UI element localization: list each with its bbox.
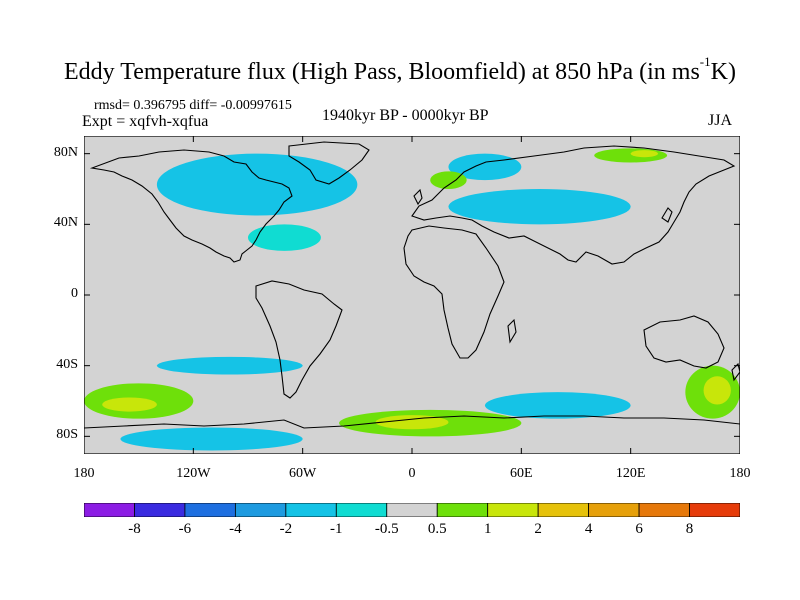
coastline-uk xyxy=(413,188,423,206)
map-plot xyxy=(84,136,740,454)
colorbar-boxes xyxy=(84,503,740,517)
colorbar-swatch xyxy=(436,503,489,517)
colorbar-swatch xyxy=(84,503,135,517)
x-tick-label: 120W xyxy=(176,466,211,481)
contour-region xyxy=(484,392,631,419)
season-label: JJA xyxy=(708,112,733,129)
x-tick-label: 120E xyxy=(615,466,646,481)
contour-region xyxy=(120,427,303,451)
contour-region xyxy=(703,376,731,405)
colorbar-swatch xyxy=(134,503,186,517)
contour-region xyxy=(156,356,303,375)
contour-region xyxy=(102,397,157,412)
coastline-japan xyxy=(661,207,673,223)
colorbar-label: 8 xyxy=(685,521,694,537)
colorbar-swatch xyxy=(638,503,690,517)
x-tick-label: 60E xyxy=(510,466,533,481)
x-tick-label: 60W xyxy=(289,466,317,481)
colorbar-label: -0.5 xyxy=(374,521,399,537)
coastline-madagascar xyxy=(507,318,517,344)
colorbar-swatch xyxy=(689,503,740,517)
colorbar-swatch xyxy=(386,503,438,517)
colorbar-swatch xyxy=(234,503,287,517)
coastline-north-america xyxy=(89,149,293,263)
coastline-greenland xyxy=(288,141,370,185)
title-suffix: K) xyxy=(710,59,736,85)
colorbar-swatch xyxy=(184,503,236,517)
y-tick-label: 0 xyxy=(71,286,78,301)
title-superscript: -1 xyxy=(699,54,711,69)
colorbar-label: 4 xyxy=(584,521,593,537)
field-layer xyxy=(84,148,740,451)
contour-region xyxy=(248,224,321,251)
colorbar-label: -2 xyxy=(279,521,293,537)
period-label: 1940kyr BP - 0000kyr BP xyxy=(322,107,489,124)
title-main-text: Eddy Temperature flux (High Pass, Bloomf… xyxy=(64,59,700,85)
colorbar-label: -4 xyxy=(229,521,242,537)
coastline-australia xyxy=(643,315,725,369)
colorbar-label: 2 xyxy=(534,521,542,537)
axis-ticks xyxy=(84,136,740,454)
colorbar-label: -1 xyxy=(330,521,343,537)
colorbar-label: 0.5 xyxy=(427,521,447,537)
colorbar-swatch xyxy=(588,503,640,517)
y-tick-label: 40S xyxy=(56,356,78,372)
coastline-africa xyxy=(403,225,505,359)
y-tick-label: 40N xyxy=(53,215,78,231)
colorbar xyxy=(84,503,740,517)
x-tick-label: 180 xyxy=(729,466,751,481)
colorbar-swatch xyxy=(335,503,388,517)
colorbar-label: 1 xyxy=(483,521,492,537)
contour-region xyxy=(594,148,668,163)
contour-region xyxy=(630,150,658,158)
contour-region xyxy=(375,415,449,430)
colorbar-label: 6 xyxy=(635,521,643,537)
colorbar-swatch xyxy=(537,503,590,517)
colorbar-label: -8 xyxy=(128,521,141,537)
y-tick-label: 80S xyxy=(56,427,78,443)
coastline-antarctica xyxy=(84,415,740,429)
stats-line: rmsd= 0.396795 diff= -0.00997615 xyxy=(94,98,292,113)
contour-region xyxy=(448,189,631,225)
colorbar-swatch xyxy=(487,503,539,517)
colorbar-label: -6 xyxy=(178,521,192,537)
coastline-europe-asia xyxy=(411,145,736,265)
y-tick-label: 80N xyxy=(53,144,78,160)
x-tick-label: 0 xyxy=(408,466,416,481)
x-tick-label: 180 xyxy=(73,466,95,481)
contour-region xyxy=(156,153,358,216)
coastline-south-america xyxy=(255,280,343,399)
contour-region xyxy=(430,171,467,189)
colorbar-swatch xyxy=(285,503,337,517)
plot-title: Eddy Temperature flux (High Pass, Bloomf… xyxy=(0,54,800,86)
experiment-label: Expt = xqfvh-xqfua xyxy=(82,113,209,130)
